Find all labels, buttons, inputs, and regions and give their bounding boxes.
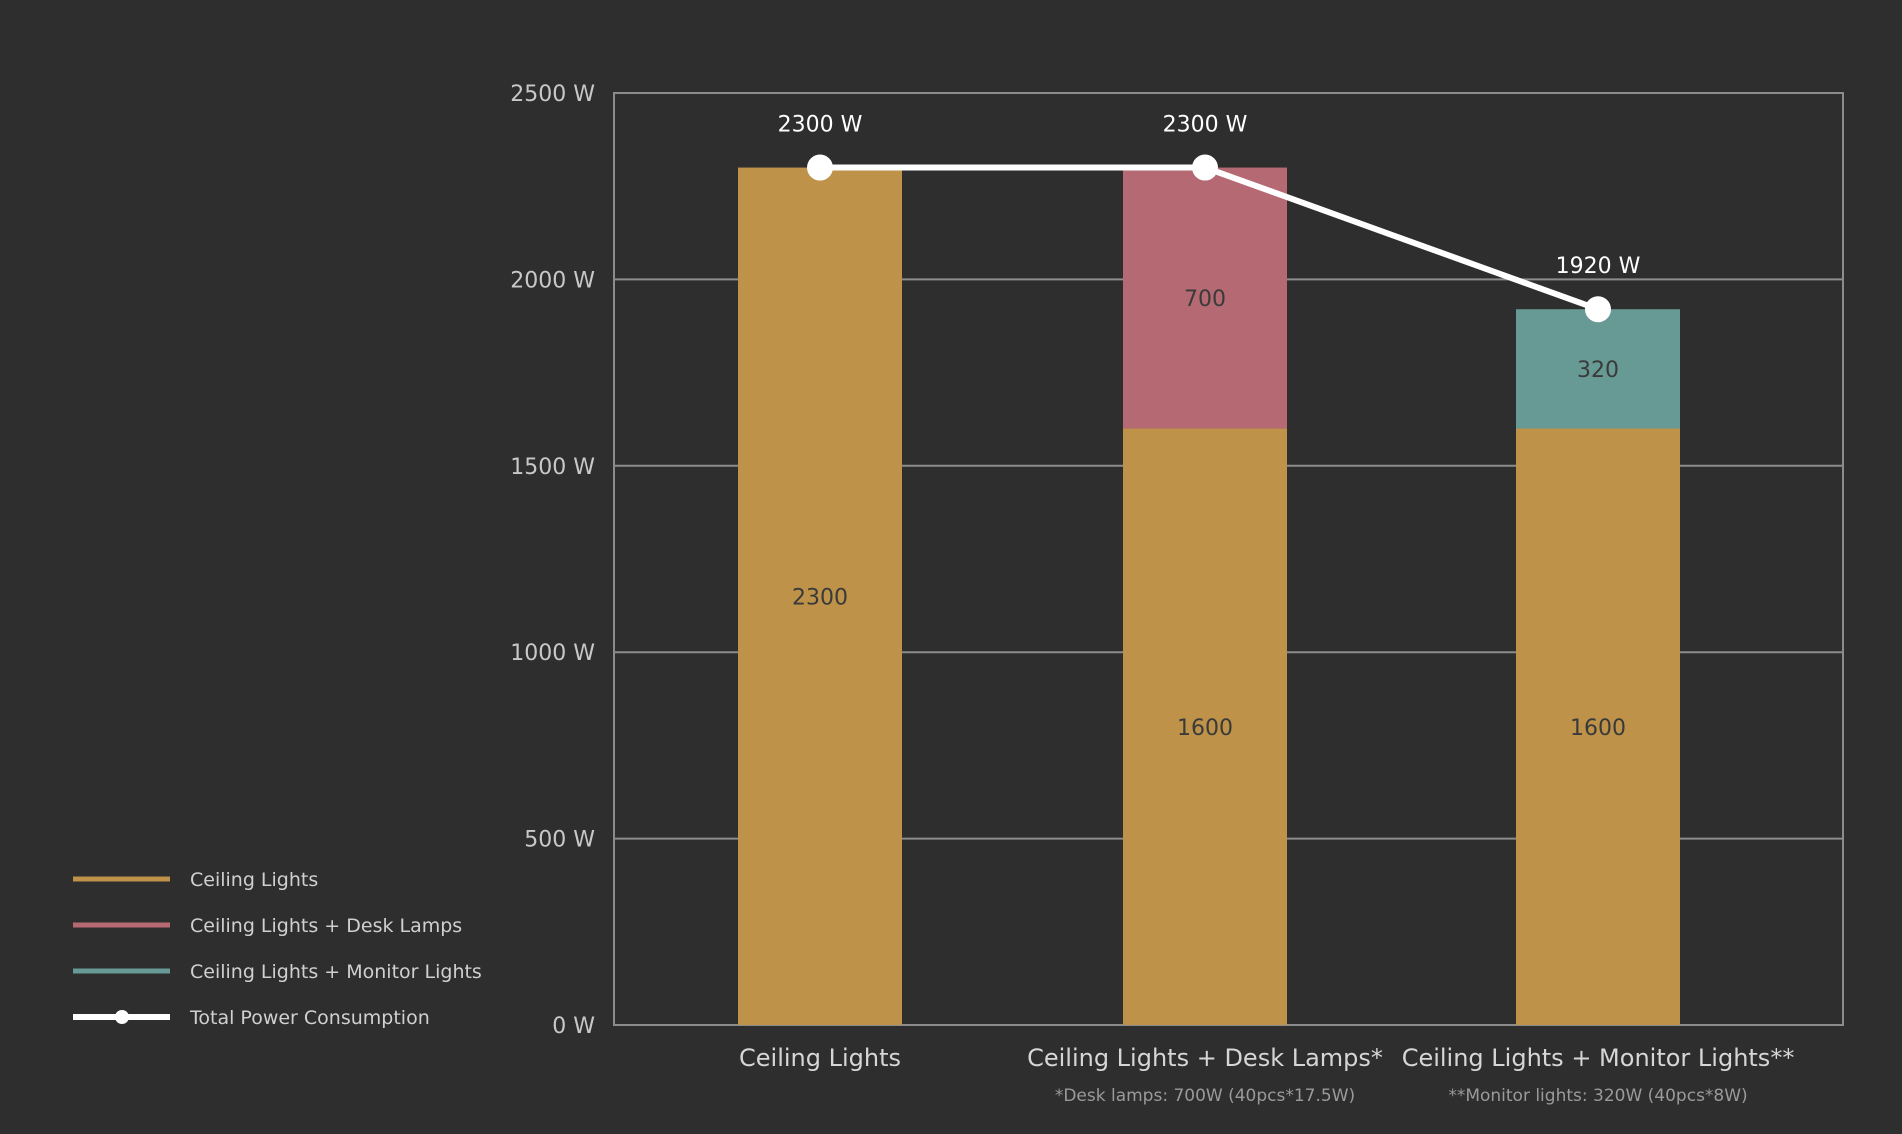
legend-label: Total Power Consumption xyxy=(189,1007,430,1029)
total-value-label: 2300 W xyxy=(778,113,863,138)
total-value-label: 1920 W xyxy=(1556,254,1641,279)
legend-label: Ceiling Lights + Desk Lamps xyxy=(190,915,462,937)
y-tick-label: 2500 W xyxy=(510,82,595,107)
y-tick-label: 1500 W xyxy=(510,455,595,480)
total-point-marker xyxy=(1585,296,1611,323)
bars xyxy=(738,167,1680,1025)
segment-value-label: 1600 xyxy=(1177,716,1233,741)
x-category-note: **Monitor lights: 320W (40pcs*8W) xyxy=(1448,1086,1747,1106)
bar-segment xyxy=(738,167,902,1025)
segment-value-label: 1600 xyxy=(1570,716,1626,741)
bar-segment xyxy=(1516,428,1680,1025)
bar-segment xyxy=(1516,309,1680,429)
total-value-label: 2300 W xyxy=(1163,113,1248,138)
y-tick-label: 2000 W xyxy=(510,268,595,293)
legend: Ceiling Lights Ceiling Lights + Desk Lamp… xyxy=(73,869,482,1029)
legend-label: Ceiling Lights + Monitor Lights xyxy=(190,961,482,983)
x-category-label: Ceiling Lights + Desk Lamps* xyxy=(1027,1044,1383,1072)
y-tick-label: 500 W xyxy=(524,828,595,853)
legend-label: Ceiling Lights xyxy=(190,869,318,891)
legend-marker xyxy=(115,1010,129,1024)
total-point-marker xyxy=(807,154,833,181)
x-axis-categories: Ceiling Lights Ceiling Lights + Desk Lamp… xyxy=(739,1044,1794,1106)
y-axis-ticks: 0 W 500 W 1000 W 1500 W 2000 W 2500 W xyxy=(510,82,595,1039)
x-category-label: Ceiling Lights + Monitor Lights** xyxy=(1402,1044,1795,1072)
segment-value-label: 320 xyxy=(1577,358,1619,383)
total-point-marker xyxy=(1192,154,1218,181)
y-tick-label: 1000 W xyxy=(510,641,595,666)
segment-value-label: 700 xyxy=(1184,287,1226,312)
x-category-note: *Desk lamps: 700W (40pcs*17.5W) xyxy=(1055,1086,1355,1106)
y-tick-label: 0 W xyxy=(552,1014,595,1039)
bar-segment xyxy=(1123,167,1287,429)
x-category-label: Ceiling Lights xyxy=(739,1044,901,1072)
bar-segment xyxy=(1123,428,1287,1025)
total-line: 2300 W 2300 W 1920 W xyxy=(778,113,1641,323)
segment-labels: 2300 1600 700 1600 320 xyxy=(792,287,1626,741)
segment-value-label: 2300 xyxy=(792,585,848,610)
